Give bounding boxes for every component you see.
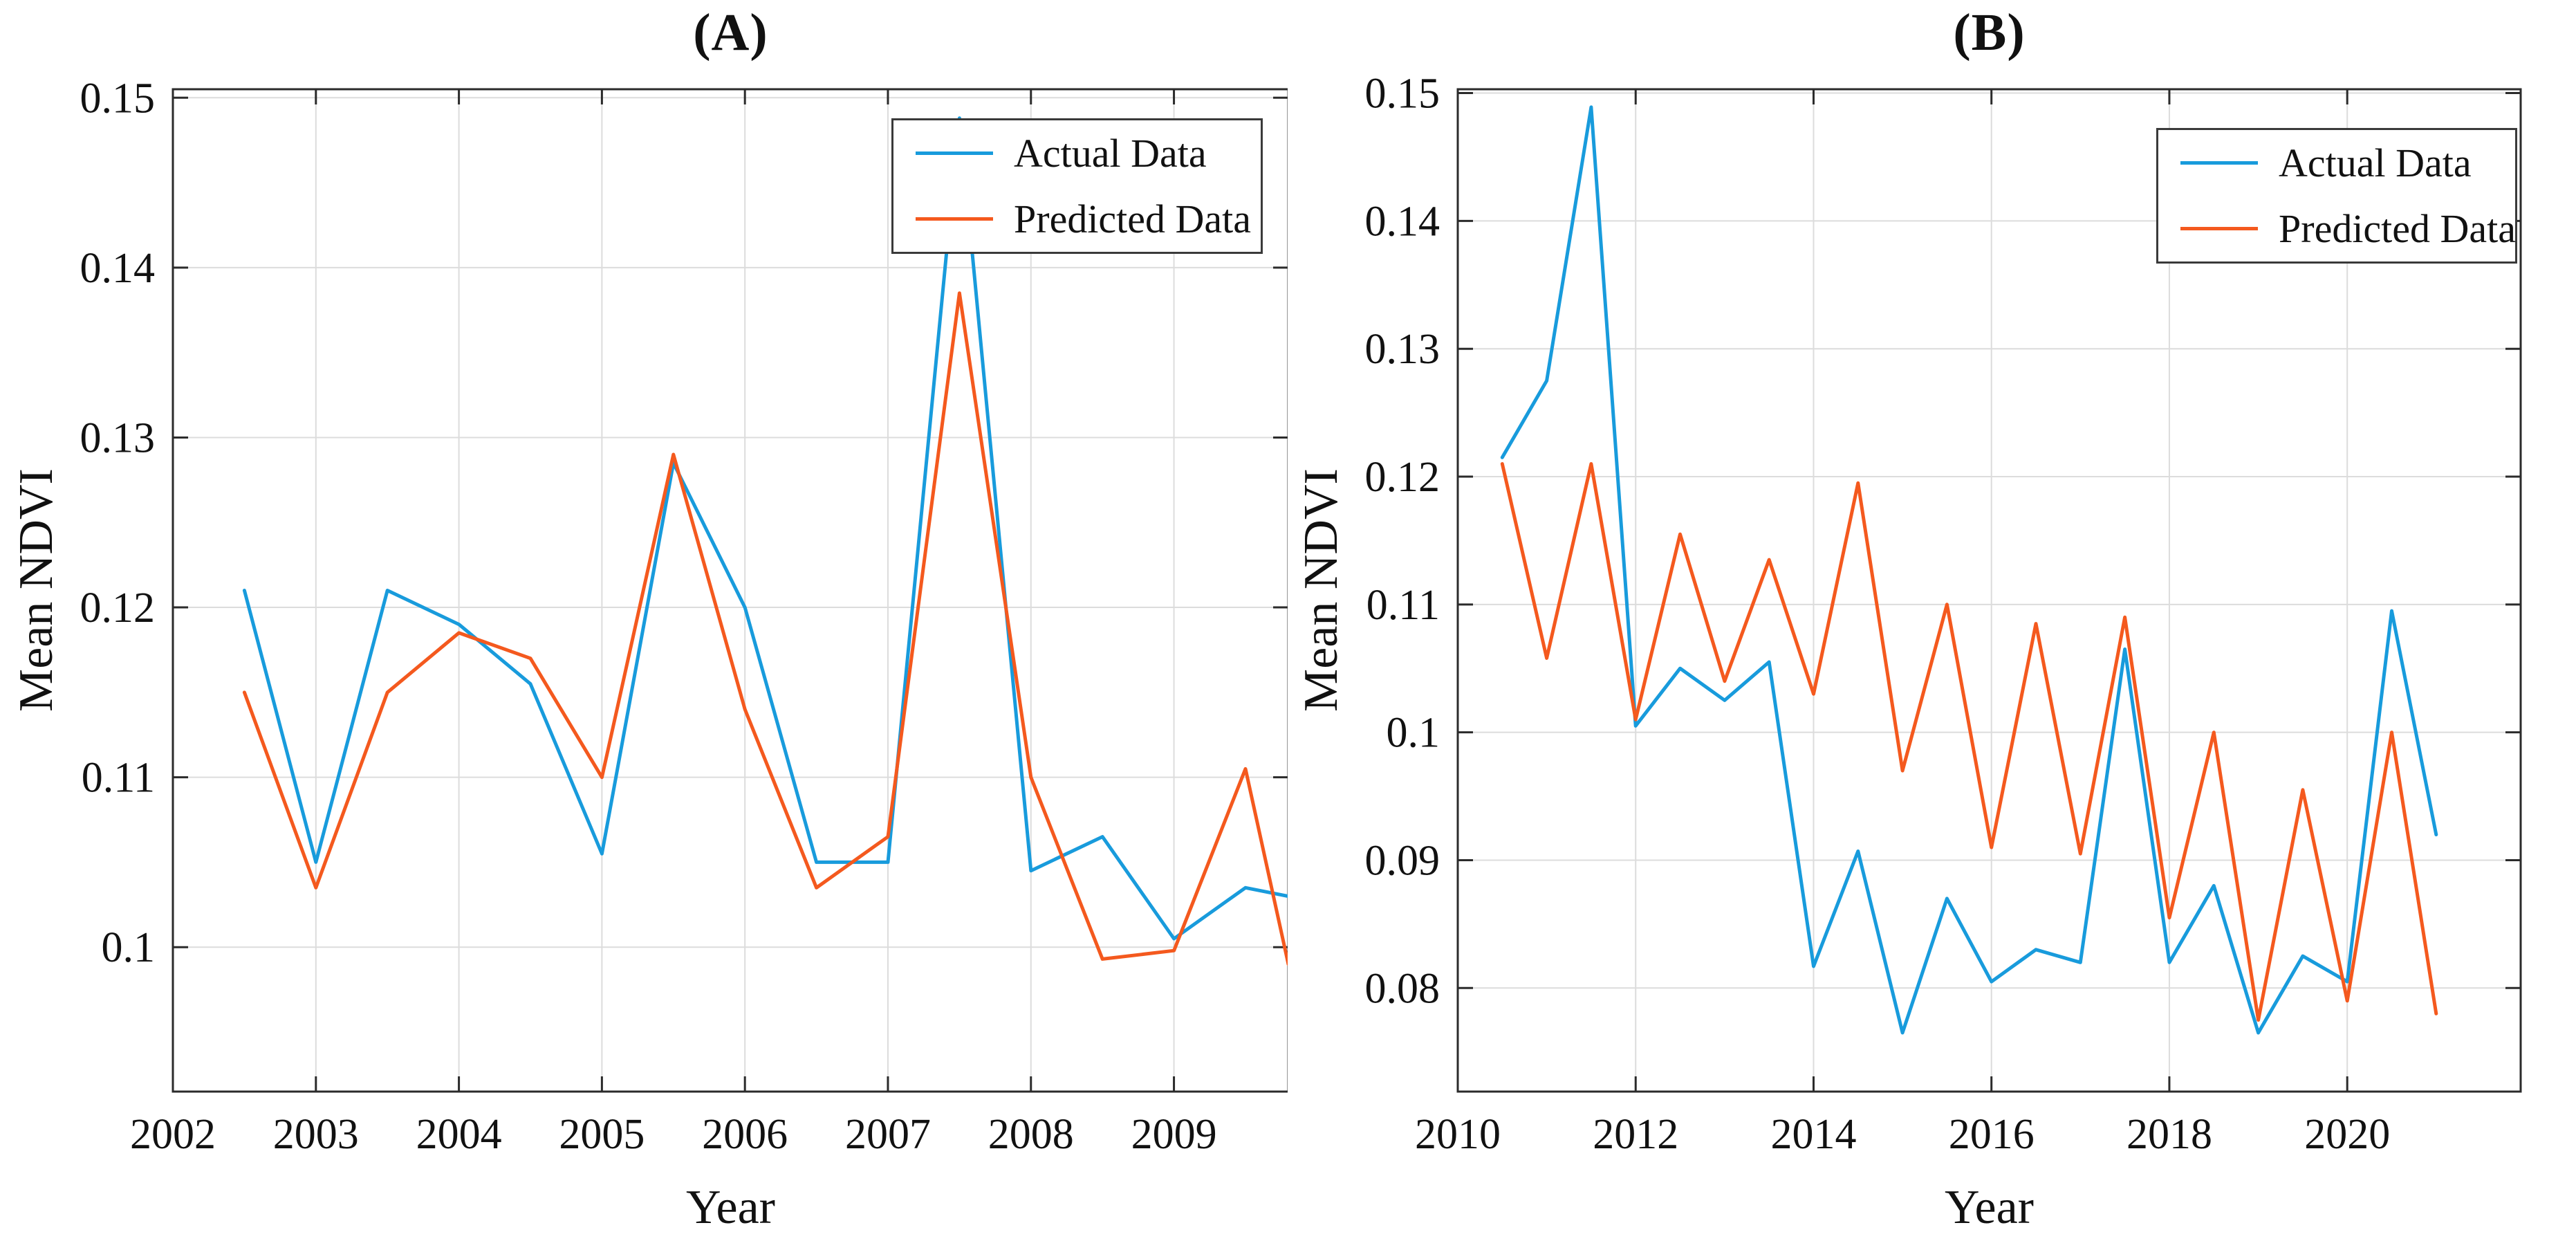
y-tick-label: 0.09 [1365, 837, 1440, 884]
predicted-data-series-line [242, 291, 1288, 966]
panel-a-legend: Actual Data Predicted Data [891, 118, 1263, 254]
panel-a-x-axis-label: Year [686, 1181, 775, 1234]
x-tick-label: 2010 [1415, 1111, 1501, 1158]
x-tick-label: 2005 [559, 1111, 645, 1158]
actual-data-line-swatch [2180, 161, 2258, 165]
legend-label-predicted: Predicted Data [1014, 196, 1252, 241]
y-tick-label: 0.12 [1365, 454, 1440, 501]
y-tick-label: 0.11 [82, 755, 155, 802]
x-tick-label: 2014 [1770, 1111, 1856, 1158]
legend-row-predicted: Predicted Data [2158, 205, 2517, 252]
y-tick-label: 0.1 [1387, 710, 1440, 757]
predicted-data-series-line [1500, 462, 2438, 1022]
x-tick-label: 2004 [416, 1111, 502, 1158]
legend-label-actual: Actual Data [2279, 140, 2472, 185]
panel-b-x-axis-label: Year [1945, 1181, 2034, 1234]
panel-a-title: (A) [693, 3, 768, 62]
x-tick-label: 2012 [1593, 1111, 1678, 1158]
predicted-data-line-swatch [916, 217, 993, 221]
x-tick-label: 2020 [2304, 1111, 2390, 1158]
panel-b-legend: Actual Data Predicted Data [2156, 128, 2517, 264]
y-tick-label: 0.08 [1365, 965, 1440, 1012]
x-tick-label: 2018 [2126, 1111, 2212, 1158]
legend-label-actual: Actual Data [1014, 131, 1207, 176]
y-tick-label: 0.1 [102, 924, 156, 971]
actual-data-series-line [1500, 105, 2438, 1035]
predicted-data-line-swatch [2180, 227, 2258, 230]
legend-row-predicted: Predicted Data [893, 196, 1261, 242]
actual-data-line-swatch [916, 151, 993, 155]
panel-b-title: (B) [1953, 3, 2026, 62]
panel-a-plot: 2002 2003 2004 2005 2006 2007 2008 2009 0.1 0.11 0… [80, 75, 1288, 1158]
x-tick-label: 2002 [130, 1111, 216, 1158]
y-tick-label: 0.14 [1365, 198, 1440, 245]
x-tick-label: 2009 [1131, 1111, 1217, 1158]
x-tick-label: 2006 [702, 1111, 788, 1158]
actual-data-series-line [242, 116, 1288, 941]
y-tick-label: 0.11 [1366, 582, 1440, 629]
y-tick-label: 0.12 [80, 585, 156, 632]
axes-box [172, 88, 1288, 1093]
x-tick-label: 2003 [273, 1111, 359, 1158]
y-tick-label: 0.14 [80, 245, 156, 292]
legend-row-actual: Actual Data [2158, 140, 2515, 186]
x-tick-label: 2007 [845, 1111, 931, 1158]
y-tick-label: 0.15 [1365, 71, 1440, 118]
legend-label-predicted: Predicted Data [2279, 206, 2517, 251]
y-tick-label: 0.13 [80, 414, 156, 461]
legend-row-actual: Actual Data [893, 130, 1261, 176]
y-tick-label: 0.15 [80, 75, 156, 122]
x-tick-label: 2008 [988, 1111, 1074, 1158]
x-tick-label: 2016 [1949, 1111, 2035, 1158]
axes-box [1456, 88, 2522, 1093]
y-tick-label: 0.13 [1365, 326, 1440, 373]
